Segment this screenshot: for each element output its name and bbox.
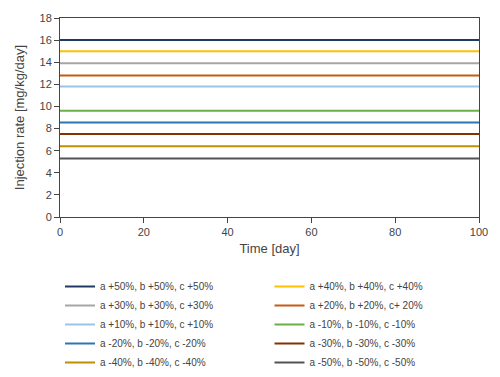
svg-text:a +10%, b +10%, c +10%: a +10%, b +10%, c +10%: [100, 319, 213, 330]
svg-text:a -40%, b -40%, c -40%: a -40%, b -40%, c -40%: [100, 357, 206, 368]
svg-text:a -20%, b -20%, c -20%: a -20%, b -20%, c -20%: [100, 338, 206, 349]
svg-text:a +20%, b +20%, c+ 20%: a +20%, b +20%, c+ 20%: [310, 300, 423, 311]
svg-text:Injection rate [mg/kg/day]: Injection rate [mg/kg/day]: [12, 45, 27, 190]
svg-text:40: 40: [221, 226, 233, 238]
svg-text:80: 80: [389, 226, 401, 238]
svg-text:20: 20: [138, 226, 150, 238]
svg-text:a +40%, b +40%, c +40%: a +40%, b +40%, c +40%: [310, 281, 423, 292]
svg-text:a +30%, b +30%, c +30%: a +30%, b +30%, c +30%: [100, 300, 213, 311]
svg-text:12: 12: [40, 78, 52, 90]
svg-text:14: 14: [40, 56, 52, 68]
svg-text:18: 18: [40, 12, 52, 24]
svg-text:a -50%, b -50%, c -50%: a -50%, b -50%, c -50%: [310, 357, 416, 368]
svg-text:60: 60: [305, 226, 317, 238]
svg-text:a -10%, b -10%, c -10%: a -10%, b -10%, c -10%: [310, 319, 416, 330]
svg-text:6: 6: [46, 145, 52, 157]
svg-text:16: 16: [40, 34, 52, 46]
svg-text:8: 8: [46, 122, 52, 134]
svg-text:Time [day]: Time [day]: [239, 241, 299, 256]
svg-text:10: 10: [40, 100, 52, 112]
svg-text:0: 0: [46, 211, 52, 223]
svg-text:100: 100: [470, 226, 488, 238]
svg-text:0: 0: [57, 226, 63, 238]
svg-text:2: 2: [46, 189, 52, 201]
svg-text:a -30%, b -30%, c -30%: a -30%, b -30%, c -30%: [310, 338, 416, 349]
svg-text:a +50%, b +50%, c +50%: a +50%, b +50%, c +50%: [100, 281, 213, 292]
svg-text:4: 4: [46, 167, 52, 179]
